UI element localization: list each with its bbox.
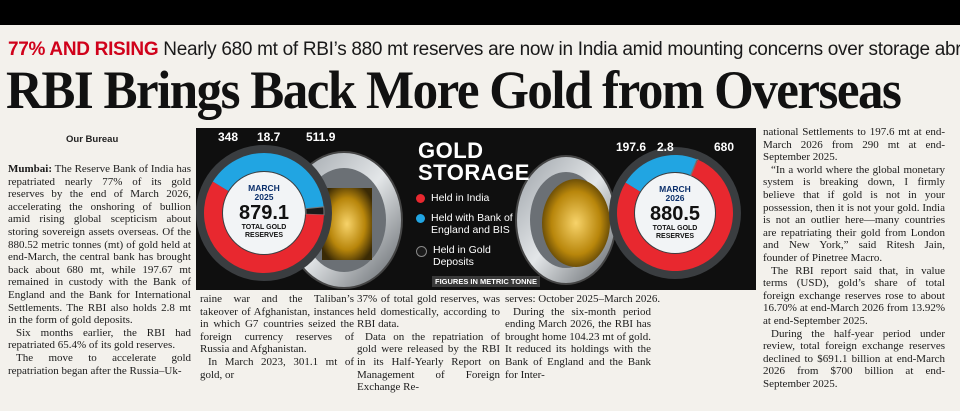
legend-item-bank-of-england: Held with Bank of England and BIS [416, 212, 528, 236]
gold-storage-infographic: 348 18.7 511.9 MARCH 2025 879.1 TOTAL GO… [196, 128, 756, 290]
legend-dot-blue [416, 214, 425, 223]
legend-label: Held in Gold Deposits [433, 244, 491, 268]
left-ring-label-bank-of-england: 348 [218, 130, 239, 144]
infographic-title-line2: STORAGE [418, 160, 530, 185]
paragraph: During the half-year period under review… [763, 327, 945, 390]
headline: RBI Brings Back More Gold from Overseas [6, 62, 902, 121]
paragraph: Data on the repatriation of gold were re… [357, 330, 500, 394]
legend-label: Held in India [431, 192, 490, 204]
right-total-label-line2: RESERVES [656, 233, 694, 240]
left-ring-segment-india [204, 181, 324, 273]
legend-dot-black [416, 246, 427, 257]
newspaper-page: 77% AND RISING Nearly 680 mt of RBI’s 88… [0, 25, 960, 411]
legend-item-india: Held in India [416, 192, 528, 204]
figures-note: FIGURES IN METRIC TONNE [432, 276, 540, 287]
right-ring-segment-bank-of-england [625, 155, 698, 192]
paragraph: serves: October 2025–March 2026. [505, 293, 661, 305]
left-period-line2: 2025 [254, 192, 274, 202]
right-total: 880.5 [649, 203, 701, 225]
paragraph: 37% of total gold reserves, was held dom… [357, 293, 500, 331]
paragraph: Mumbai: The Reserve Bank of India has re… [8, 163, 191, 327]
paragraph: The RBI report said that, in value terms… [763, 264, 945, 327]
right-ring-label-gold-deposits: 2.8 [657, 140, 674, 154]
left-ring-center: MARCH 2025 879.1 TOTAL GOLD RESERVES [229, 184, 299, 240]
kicker-tag: 77% AND RISING [8, 39, 159, 60]
right-ring-segment-india [617, 159, 734, 271]
left-total: 879.1 [238, 202, 290, 224]
left-period-line1: MARCH [248, 183, 280, 193]
left-ring-label-india: 511.9 [306, 130, 336, 144]
right-period-line2: 2026 [665, 193, 685, 203]
column-1: Mumbai: The Reserve Bank of India has re… [8, 163, 191, 377]
paragraph-text: The Reserve Bank of India has repatriate… [8, 163, 191, 327]
right-period-line1: MARCH [659, 184, 691, 194]
gold-pile-right [542, 179, 610, 267]
legend-item-gold-deposits: Held in Gold Deposits [416, 244, 516, 268]
right-ring-label-india: 680 [714, 140, 735, 154]
paragraph: In March 2023, 301.1 mt of gold, or [200, 355, 354, 381]
paragraph: The move to accelerate gold repatriation… [8, 351, 191, 377]
kicker-text: Nearly 680 mt of RBI’s 880 mt reserves a… [163, 39, 960, 60]
left-total-label-line2: RESERVES [245, 232, 283, 239]
paragraph: raine war and the Taliban’s takeover of … [200, 293, 354, 356]
paragraph: During the six-month period ending March… [505, 305, 651, 381]
column-3: 37% of total gold reserves, was held dom… [357, 293, 500, 394]
right-ring-center: MARCH 2026 880.5 TOTAL GOLD RESERVES [640, 185, 710, 241]
dateline: Mumbai: [8, 163, 52, 175]
left-ring-segment-bank-of-england [212, 153, 324, 209]
left-ring-label-gold-deposits: 18.7 [257, 130, 281, 144]
legend-dot-red [416, 194, 425, 203]
column-4: serves: October 2025–March 2026. During … [505, 293, 755, 381]
left-ring-segment-gold-deposits [305, 206, 325, 216]
column-5: national Settlements to 197.6 mt at end-… [763, 126, 945, 390]
paragraph: national Settlements to 197.6 mt at end-… [763, 126, 945, 164]
right-ring-label-bank-of-england: 197.6 [616, 140, 647, 154]
paragraph: Six months earlier, the RBI had repatria… [8, 326, 191, 352]
byline: Our Bureau [66, 134, 119, 145]
column-2: raine war and the Taliban’s takeover of … [200, 293, 354, 381]
infographic-title: GOLD STORAGE [418, 140, 530, 184]
infographic-title-line1: GOLD [418, 138, 484, 163]
left-total-label-line1: TOTAL GOLD [241, 224, 287, 231]
legend-label: Held with Bank of England and BIS [431, 212, 513, 236]
right-total-label-line1: TOTAL GOLD [652, 225, 698, 232]
paragraph: “In a world where the global monetary sy… [763, 163, 945, 264]
kicker: 77% AND RISING Nearly 680 mt of RBI’s 88… [8, 39, 960, 61]
infographic-graphics [196, 145, 741, 289]
